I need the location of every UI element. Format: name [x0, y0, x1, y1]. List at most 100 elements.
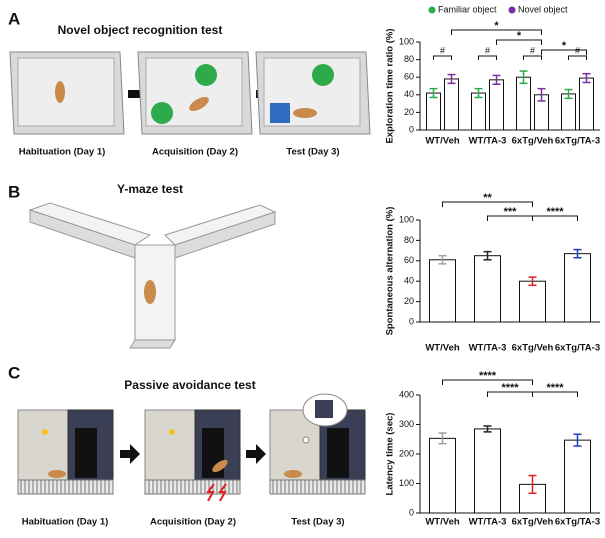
arrow	[120, 444, 140, 464]
x-tick-label: 6xTg/TA-3	[555, 517, 600, 528]
x-tick-label: WT/Veh	[425, 343, 460, 354]
bar	[489, 79, 504, 131]
bar	[474, 428, 501, 514]
chamber	[269, 393, 366, 495]
x-tick-label: WT/Veh	[425, 136, 460, 147]
y-tick-label: 60	[404, 255, 414, 265]
y-tick-label: 80	[404, 54, 414, 64]
significance-label: ****	[479, 370, 497, 382]
significance-label: ****	[546, 382, 564, 394]
y-tick-label: 200	[399, 448, 414, 458]
pair-bracket	[433, 55, 452, 60]
error-bar	[528, 276, 537, 287]
error-bar	[483, 425, 492, 433]
bar	[579, 77, 594, 131]
error-bar	[492, 74, 501, 85]
significance-bracket	[532, 215, 578, 221]
significance-label: *	[494, 20, 499, 32]
significance-bracket	[532, 391, 578, 397]
significance-bracket	[442, 379, 533, 385]
significance-label: *	[562, 40, 567, 52]
error-bar	[564, 88, 573, 100]
x-tick-label: 6xTg/TA-3	[555, 343, 600, 354]
pair-bracket	[478, 55, 497, 60]
x-tick-label: WT/TA-3	[469, 517, 507, 528]
bar	[516, 76, 531, 131]
error-bar	[573, 248, 582, 259]
significance-bracket	[451, 29, 542, 35]
caption: Test (Day 3)	[291, 517, 344, 528]
error-bar	[528, 474, 537, 494]
pair-bracket	[568, 55, 587, 60]
bar	[429, 437, 456, 514]
x-tick-label: 6xTg/TA-3	[555, 136, 600, 147]
y-axis-label: Spontaneous alternation (%)	[385, 207, 396, 336]
y-tick-label: 0	[409, 316, 414, 326]
x-tick-label: WT/Veh	[425, 517, 460, 528]
x-tick-label: 6xTg/Veh	[512, 343, 554, 354]
legend-marker	[428, 6, 436, 14]
error-bar	[582, 72, 591, 84]
bar	[561, 93, 576, 131]
significance-bracket	[541, 49, 587, 55]
significance-bracket	[496, 39, 542, 45]
error-bar	[447, 73, 456, 85]
x-tick-label: WT/TA-3	[469, 136, 507, 147]
significance-label: **	[483, 192, 492, 204]
x-tick-label: WT/TA-3	[469, 343, 507, 354]
arena	[255, 51, 371, 135]
x-tick-label: 6xTg/Veh	[512, 517, 554, 528]
y-tick-label: 20	[404, 296, 414, 306]
panel-letter: C	[8, 363, 20, 382]
y-axis-label: Exploration time ratio (%)	[385, 28, 396, 143]
arrow	[246, 444, 266, 464]
bar	[474, 255, 501, 323]
legend-marker	[508, 6, 516, 14]
x-tick-label: 6xTg/Veh	[512, 136, 554, 147]
y-tick-label: 100	[399, 214, 414, 224]
y-tick-label: 20	[404, 107, 414, 117]
error-bar	[429, 87, 438, 99]
error-bar	[438, 432, 447, 445]
panel-title: Passive avoidance test	[124, 378, 255, 392]
error-bar	[474, 87, 483, 99]
bar	[429, 259, 456, 323]
caption: Acquisition (Day 2)	[152, 147, 238, 158]
arena	[137, 51, 253, 135]
bar	[444, 78, 459, 131]
passive-avoidance-illustration	[17, 393, 366, 502]
caption: Test (Day 3)	[286, 147, 339, 158]
pair-mark: #	[440, 45, 445, 55]
panel-letter: B	[8, 182, 20, 201]
y-tick-label: 0	[409, 507, 414, 517]
error-bar	[573, 433, 582, 447]
y-tick-label: 0	[409, 124, 414, 134]
caption: Acquisition (Day 2)	[150, 517, 236, 528]
caption: Habituation (Day 1)	[22, 517, 109, 528]
y-tick-label: 100	[399, 478, 414, 488]
y-tick-label: 100	[399, 36, 414, 46]
significance-label: ****	[501, 382, 519, 394]
bar	[519, 280, 546, 323]
pair-mark: #	[485, 45, 490, 55]
legend-label: Familiar object	[438, 4, 497, 14]
chamber	[17, 409, 114, 495]
nor-illustration	[9, 51, 371, 135]
y-tick-label: 40	[404, 89, 414, 99]
y-tick-label: 80	[404, 235, 414, 245]
arena	[9, 51, 125, 135]
y-axis-label: Latency time (sec)	[385, 413, 396, 496]
error-bar	[519, 70, 528, 85]
bar	[564, 439, 591, 514]
error-bar	[537, 87, 546, 102]
bar	[471, 92, 486, 131]
y-tick-label: 40	[404, 276, 414, 286]
y-maze-illustration	[28, 202, 277, 349]
bar	[564, 253, 591, 323]
panel-letter: A	[8, 9, 20, 28]
pair-bracket	[523, 55, 542, 60]
significance-label: *	[517, 30, 522, 42]
panel-title: Y-maze test	[117, 182, 183, 196]
y-tick-label: 60	[404, 72, 414, 82]
